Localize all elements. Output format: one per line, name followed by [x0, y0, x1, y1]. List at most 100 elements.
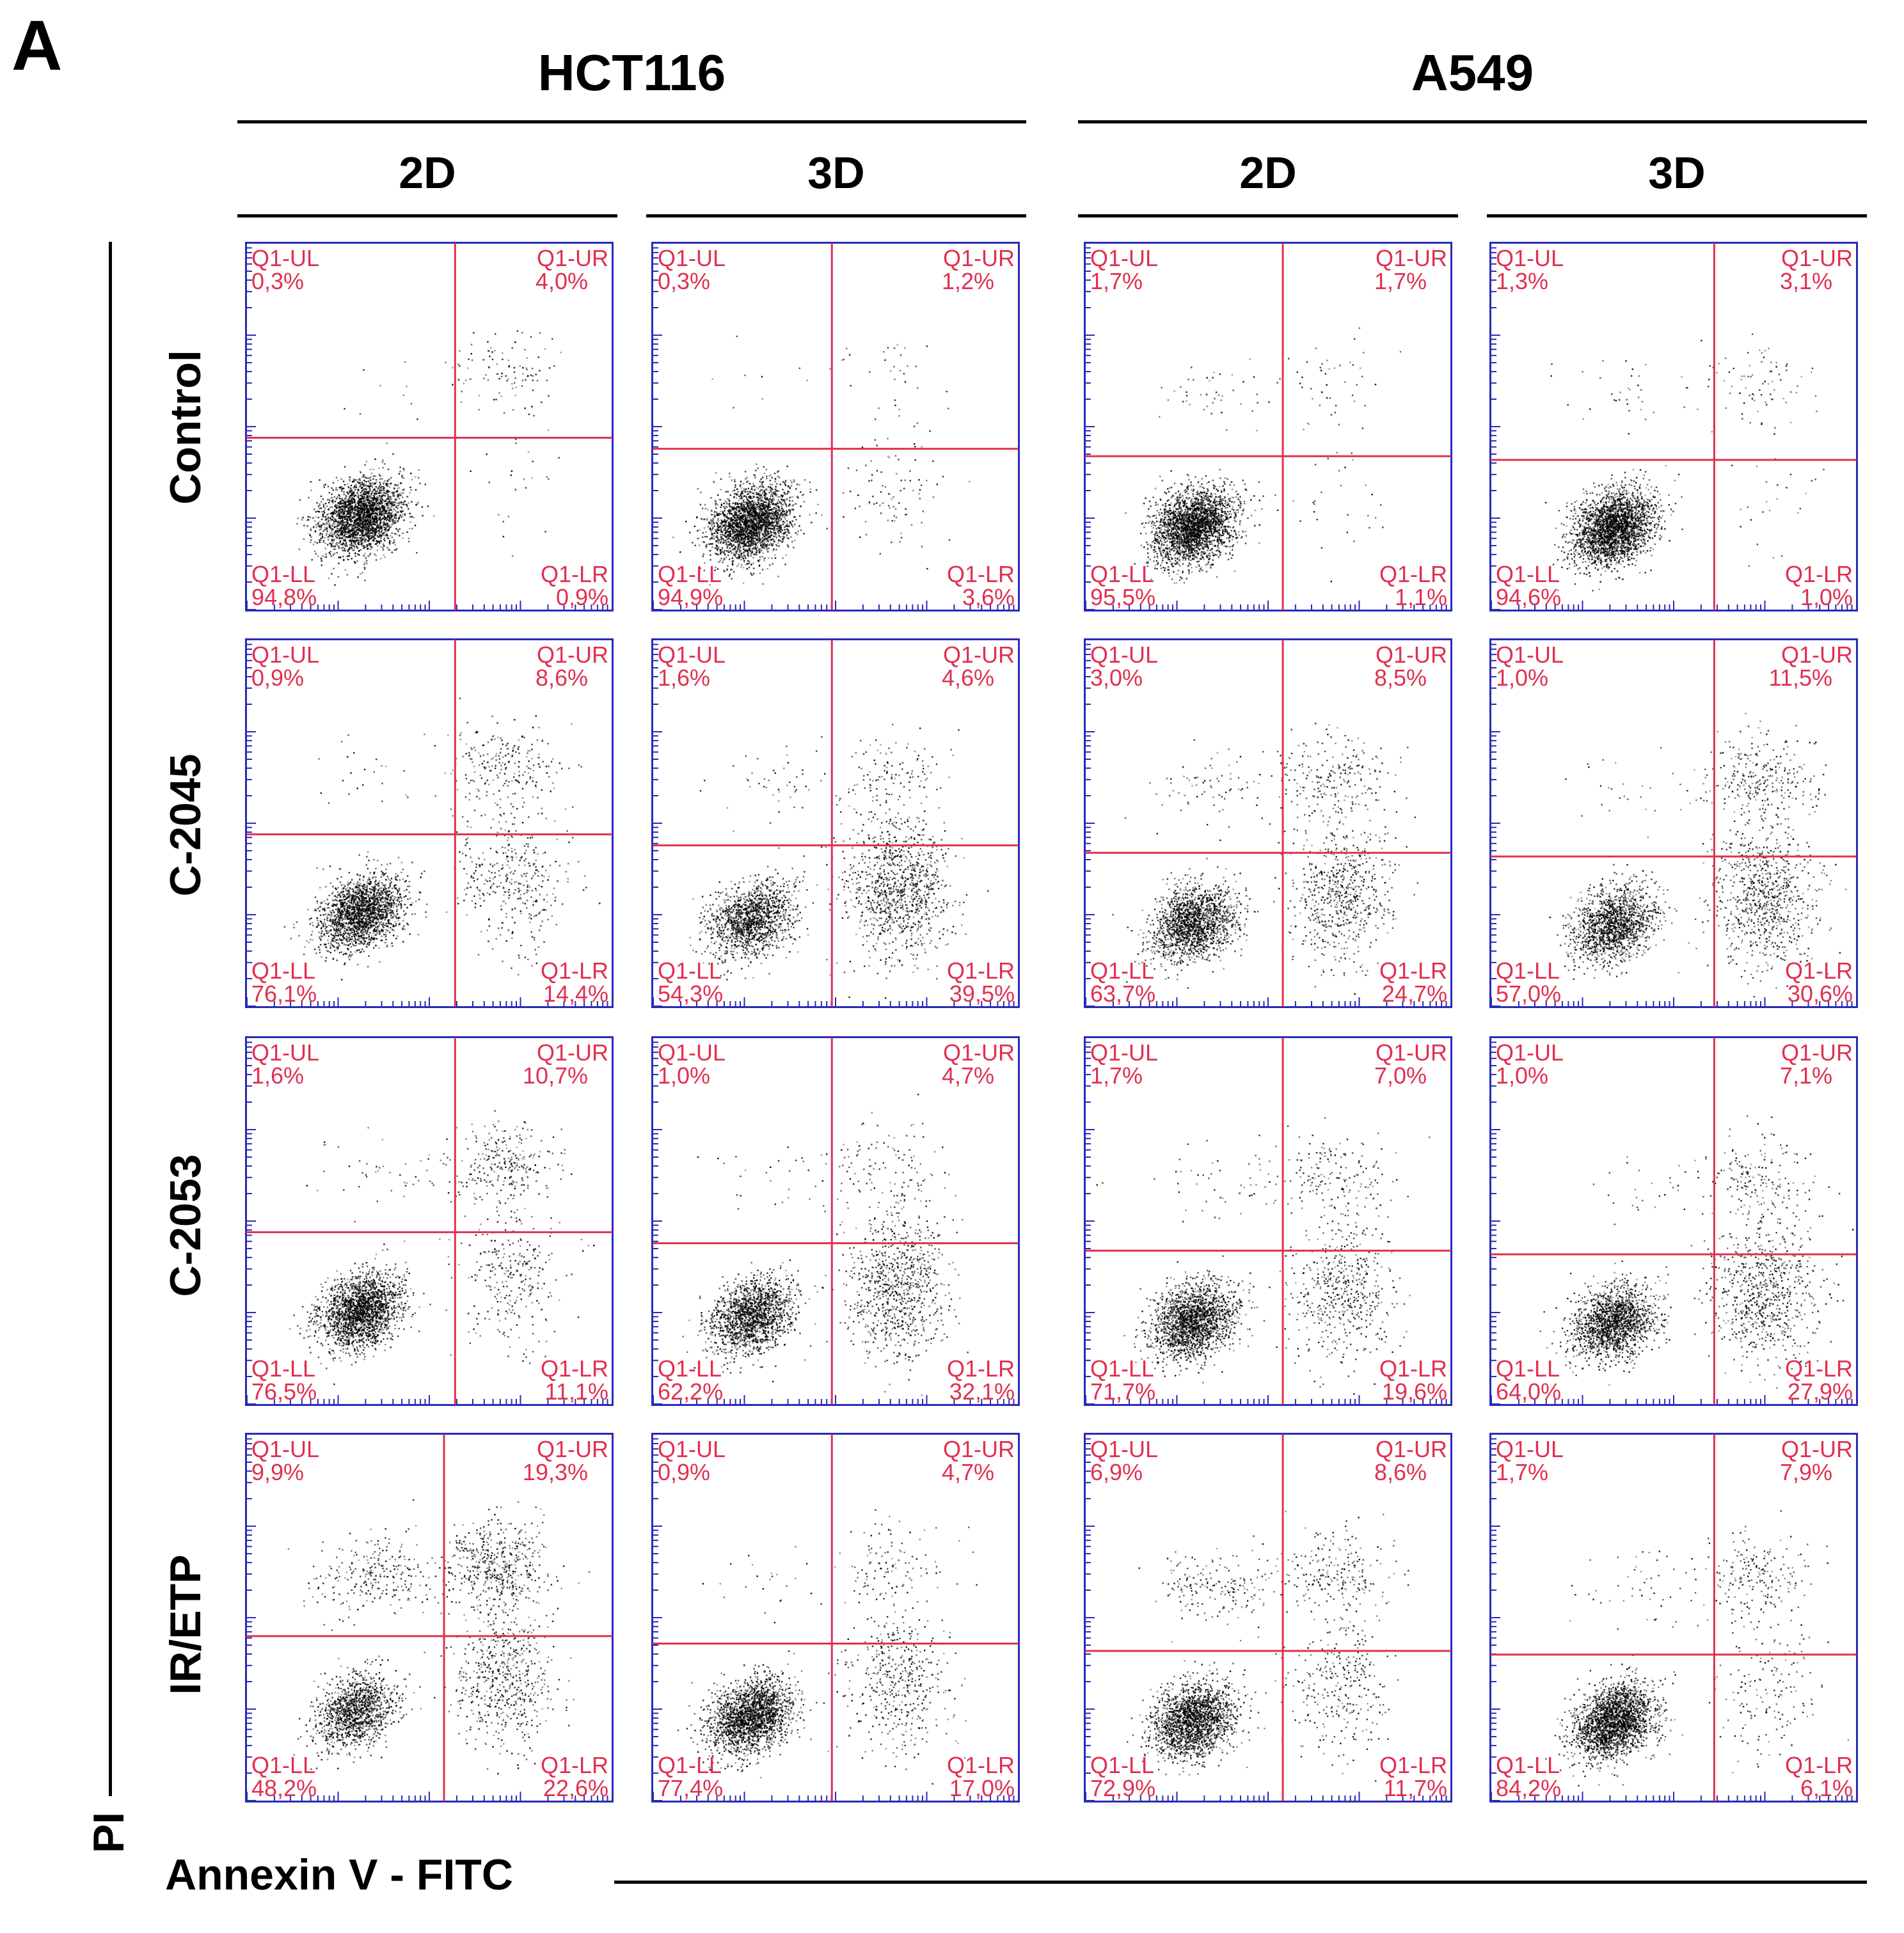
- quadrant-name-lr: Q1-LR: [1379, 958, 1447, 984]
- plot-frame: [245, 1036, 614, 1406]
- axis-ticks: [246, 1438, 608, 1801]
- quadrant-name-ur: Q1-UR: [537, 642, 608, 668]
- axis-ticks: [1491, 1041, 1853, 1405]
- quadrant-value-ur: 8,6%: [1374, 1459, 1427, 1485]
- panel-label: A: [12, 5, 62, 86]
- quadrant-value-ul: 6,9%: [1090, 1459, 1143, 1485]
- quadrant-value-ll: 95,5%: [1090, 584, 1155, 610]
- quadrant-value-ur: 8,6%: [536, 665, 588, 691]
- event-dots: [283, 697, 601, 981]
- quadrant-name-ll: Q1-LL: [658, 958, 722, 984]
- quadrant-value-lr: 17,0%: [949, 1775, 1015, 1801]
- quadrant-name-ul: Q1-UL: [658, 642, 726, 668]
- quadrant-value-lr: 24,7%: [1382, 981, 1447, 1007]
- quadrant-name-lr: Q1-LR: [947, 1355, 1015, 1382]
- axis-ticks: [246, 247, 608, 610]
- quadrant-name-ll: Q1-LL: [251, 561, 315, 587]
- axis-ticks: [1491, 1438, 1853, 1801]
- quadrant-name-ll: Q1-LL: [1090, 561, 1154, 587]
- cell-line-divider-a549: [1078, 120, 1867, 123]
- event-dots: [682, 1093, 969, 1396]
- quadrant-value-ul: 1,0%: [1496, 1062, 1548, 1089]
- condition-title-a549-3d: 3D: [1487, 147, 1867, 198]
- quadrant-value-ul: 1,7%: [1496, 1459, 1548, 1485]
- quadrant-value-lr: 3,6%: [962, 584, 1015, 610]
- quadrant-name-ur: Q1-UR: [1376, 245, 1447, 271]
- quadrant-name-lr: Q1-LR: [1379, 561, 1447, 587]
- quadrant-value-ur: 10,7%: [523, 1062, 588, 1089]
- plot-frame: [245, 1433, 614, 1803]
- row-label-control: Control: [161, 350, 210, 505]
- event-dots: [296, 330, 562, 586]
- axis-ticks: [1085, 1438, 1447, 1801]
- quadrant-name-lr: Q1-LR: [947, 561, 1015, 587]
- axis-ticks: [653, 1438, 1015, 1801]
- quadrant-name-ll: Q1-LL: [1090, 1752, 1154, 1778]
- quadrant-value-ur: 19,3%: [523, 1459, 588, 1485]
- quadrant-name-ul: Q1-UL: [251, 1039, 319, 1066]
- quadrant-name-ul: Q1-UL: [1496, 245, 1564, 271]
- quadrant-value-lr: 11,7%: [1384, 1775, 1447, 1801]
- event-dots: [689, 723, 989, 999]
- y-axis-label: PI: [84, 1812, 134, 1853]
- quadrant-value-ul: 1,7%: [1090, 268, 1143, 294]
- axis-ticks: [246, 643, 608, 1007]
- quadrant-name-lr: Q1-LR: [947, 958, 1015, 984]
- quadrant-value-lr: 22,6%: [543, 1775, 608, 1801]
- plot-frame: [651, 242, 1020, 611]
- quadrant-name-ll: Q1-LL: [1496, 1355, 1560, 1382]
- quadrant-value-lr: 11,1%: [545, 1378, 608, 1405]
- quadrant-name-ul: Q1-UL: [1496, 1436, 1564, 1462]
- quadrant-value-ur: 11,5%: [1769, 665, 1832, 691]
- axis-ticks: [653, 247, 1015, 610]
- quadrant-value-ur: 1,2%: [942, 268, 994, 294]
- quadrant-name-ur: Q1-UR: [943, 245, 1015, 271]
- quadrant-name-ur: Q1-UR: [537, 1039, 608, 1066]
- quadrant-name-ur: Q1-UR: [1376, 642, 1447, 668]
- quadrant-value-lr: 1,1%: [1395, 584, 1447, 610]
- quadrant-name-lr: Q1-LR: [541, 1752, 608, 1778]
- quadrant-value-ul: 1,0%: [1496, 665, 1548, 691]
- event-dots: [1545, 1510, 1850, 1787]
- plot-frame: [651, 1433, 1020, 1803]
- quadrant-value-ur: 3,1%: [1780, 268, 1832, 294]
- event-dots: [672, 335, 971, 586]
- plot-frame: [1084, 1433, 1452, 1803]
- quadrant-value-lr: 1,0%: [1800, 584, 1853, 610]
- quadrant-name-ul: Q1-UL: [1496, 1039, 1564, 1066]
- axis-ticks: [1491, 643, 1853, 1007]
- plot-frame: [1084, 1036, 1452, 1406]
- axis-ticks: [653, 643, 1015, 1007]
- condition-divider: [646, 214, 1026, 217]
- quadrant-name-lr: Q1-LR: [1785, 1355, 1853, 1382]
- event-dots: [1127, 1510, 1409, 1782]
- quadrant-value-ur: 4,6%: [942, 665, 994, 691]
- row-label-c2053: C-2053: [161, 1154, 210, 1297]
- quadrant-name-ur: Q1-UR: [1376, 1039, 1447, 1066]
- quadrant-name-lr: Q1-LR: [947, 1752, 1015, 1778]
- quadrant-value-ur: 7,9%: [1780, 1459, 1832, 1485]
- quadrant-name-ul: Q1-UL: [658, 1436, 726, 1462]
- quadrant-value-ur: 8,5%: [1374, 665, 1427, 691]
- quadrant-value-ur: 1,7%: [1374, 268, 1427, 294]
- quadrant-value-ul: 9,9%: [251, 1459, 304, 1485]
- x-axis-label: Annexin V - FITC: [165, 1850, 513, 1900]
- quadrant-value-ul: 1,6%: [658, 665, 710, 691]
- quadrant-name-lr: Q1-LR: [1785, 1752, 1853, 1778]
- quadrant-value-ur: 7,0%: [1374, 1062, 1427, 1089]
- quadrant-value-ul: 3,0%: [1090, 665, 1143, 691]
- quadrant-name-ll: Q1-LL: [1090, 1355, 1154, 1382]
- quadrant-value-ul: 0,9%: [251, 665, 304, 691]
- plot-frame: [1489, 242, 1858, 611]
- quadrant-name-ll: Q1-LL: [251, 1752, 315, 1778]
- quadrant-name-ur: Q1-UR: [943, 1039, 1015, 1066]
- plot-frame: [1489, 1433, 1858, 1803]
- event-dots: [677, 1509, 978, 1785]
